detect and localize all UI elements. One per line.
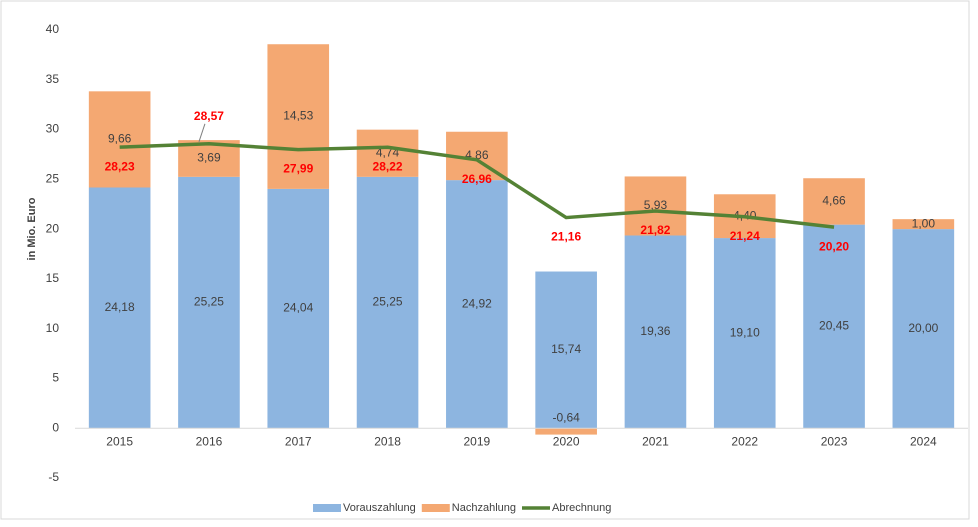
line-label: 26,96 [462,172,492,186]
y-tick-label: 40 [46,22,60,36]
bar [624,235,687,429]
y-tick-label: 15 [46,271,60,285]
bar [624,176,687,236]
legend-label: Vorauszahlung [343,502,416,514]
line [119,142,835,229]
data-label: 20,00 [908,321,938,335]
y-axis-label: in Mio. Euro [26,197,38,260]
x-tick-label: 2019 [463,434,490,448]
data-label: 19,36 [640,324,670,338]
x-tick-label: 2023 [821,434,848,448]
bar [803,224,865,429]
legend-label: Abrechnung [552,502,611,514]
x-tick-label: 2024 [910,434,937,448]
bar [267,188,330,429]
bar [535,428,597,435]
y-tick-label: -5 [48,470,59,484]
x-tick-label: 2021 [642,434,669,448]
data-label: 24,04 [283,301,313,315]
line-label: 27,99 [283,162,313,176]
legend-swatch [313,504,341,512]
data-label: -0,64 [552,410,580,424]
data-label: 5,93 [644,198,668,212]
bar [267,44,330,189]
bar [356,176,419,429]
data-label: 1,00 [912,216,936,230]
data-label: 25,25 [373,295,403,309]
data-label: 4,66 [822,194,846,208]
bar [803,178,865,225]
bar [892,229,955,429]
data-label: 25,25 [194,295,224,309]
bar [88,91,151,188]
bar [446,180,508,429]
line-label: 21,16 [551,230,581,244]
y-tick-label: 0 [52,420,59,434]
x-tick-label: 2018 [374,434,401,448]
x-tick-label: 2017 [285,434,312,448]
data-label: 14,53 [283,109,313,123]
leader-line [198,123,206,142]
data-label: 9,66 [108,132,132,146]
data-label: 24,92 [462,296,492,310]
bar [178,176,240,429]
y-tick-label: 30 [46,122,60,136]
x-tick-label: 2016 [196,434,223,448]
x-tick-label: 2015 [106,434,133,448]
data-label: 19,10 [730,325,760,339]
y-tick-label: 5 [52,371,59,385]
line-label: 21,24 [730,229,760,243]
y-tick-label: 10 [46,321,60,335]
line-label: 28,22 [373,159,403,173]
line-label: 20,20 [819,239,849,253]
line-label: 21,82 [640,223,670,237]
legend-label: Nachzahlung [452,502,516,514]
data-label: 15,74 [551,342,581,356]
data-label: 20,45 [819,319,849,333]
bar [713,238,776,429]
y-tick-label: 20 [46,221,60,235]
line-label: 28,57 [194,109,224,123]
x-tick-label: 2020 [553,434,580,448]
data-label: 3,69 [197,151,221,165]
y-tick-label: 25 [46,172,60,186]
bar [535,271,597,429]
legend-swatch [421,504,450,512]
x-tick-label: 2022 [731,434,758,448]
bar [892,219,955,230]
line-label: 28,23 [105,159,135,173]
data-label: 24,18 [105,300,135,314]
bar [356,129,419,177]
y-tick-label: 35 [46,72,60,86]
bar [88,187,151,429]
